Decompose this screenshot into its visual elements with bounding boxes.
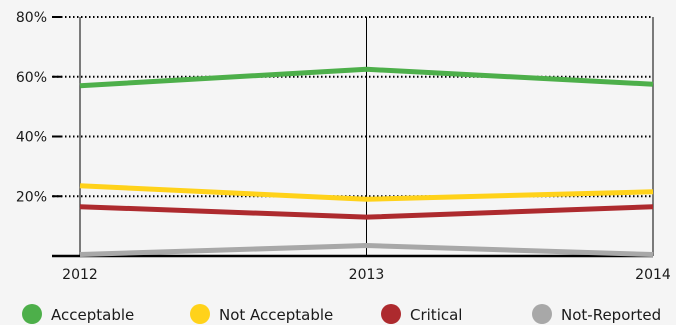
legend-marker [190, 304, 210, 324]
x-tick-label: 2014 [635, 267, 671, 283]
series-lines [79, 66, 654, 258]
y-tick-label: 80% [16, 10, 47, 26]
legend-label: Not Acceptable [219, 306, 333, 324]
legend-marker [381, 304, 401, 324]
series-line-not-reported [79, 243, 654, 258]
series-line-critical [79, 204, 654, 220]
grid [53, 16, 654, 256]
axes: 20% 40% 60% 80% 2012 2013 2014 [16, 10, 671, 283]
legend-label: Critical [410, 306, 462, 324]
x-tick-label: 2013 [349, 267, 385, 283]
legend-marker [22, 304, 42, 324]
y-tick-label: 20% [16, 189, 47, 205]
y-tick-label: 60% [16, 70, 47, 86]
series-line-acceptable [79, 66, 654, 89]
y-tick-label: 40% [16, 130, 47, 146]
series-line-not-acceptable [79, 183, 654, 202]
legend-label: Acceptable [51, 306, 134, 324]
x-tick-label: 2012 [62, 267, 98, 283]
legend-marker [532, 304, 552, 324]
legend-label: Not-Reported [561, 306, 661, 324]
legend: Acceptable Not Acceptable Critical Not-Repo… [22, 304, 661, 324]
